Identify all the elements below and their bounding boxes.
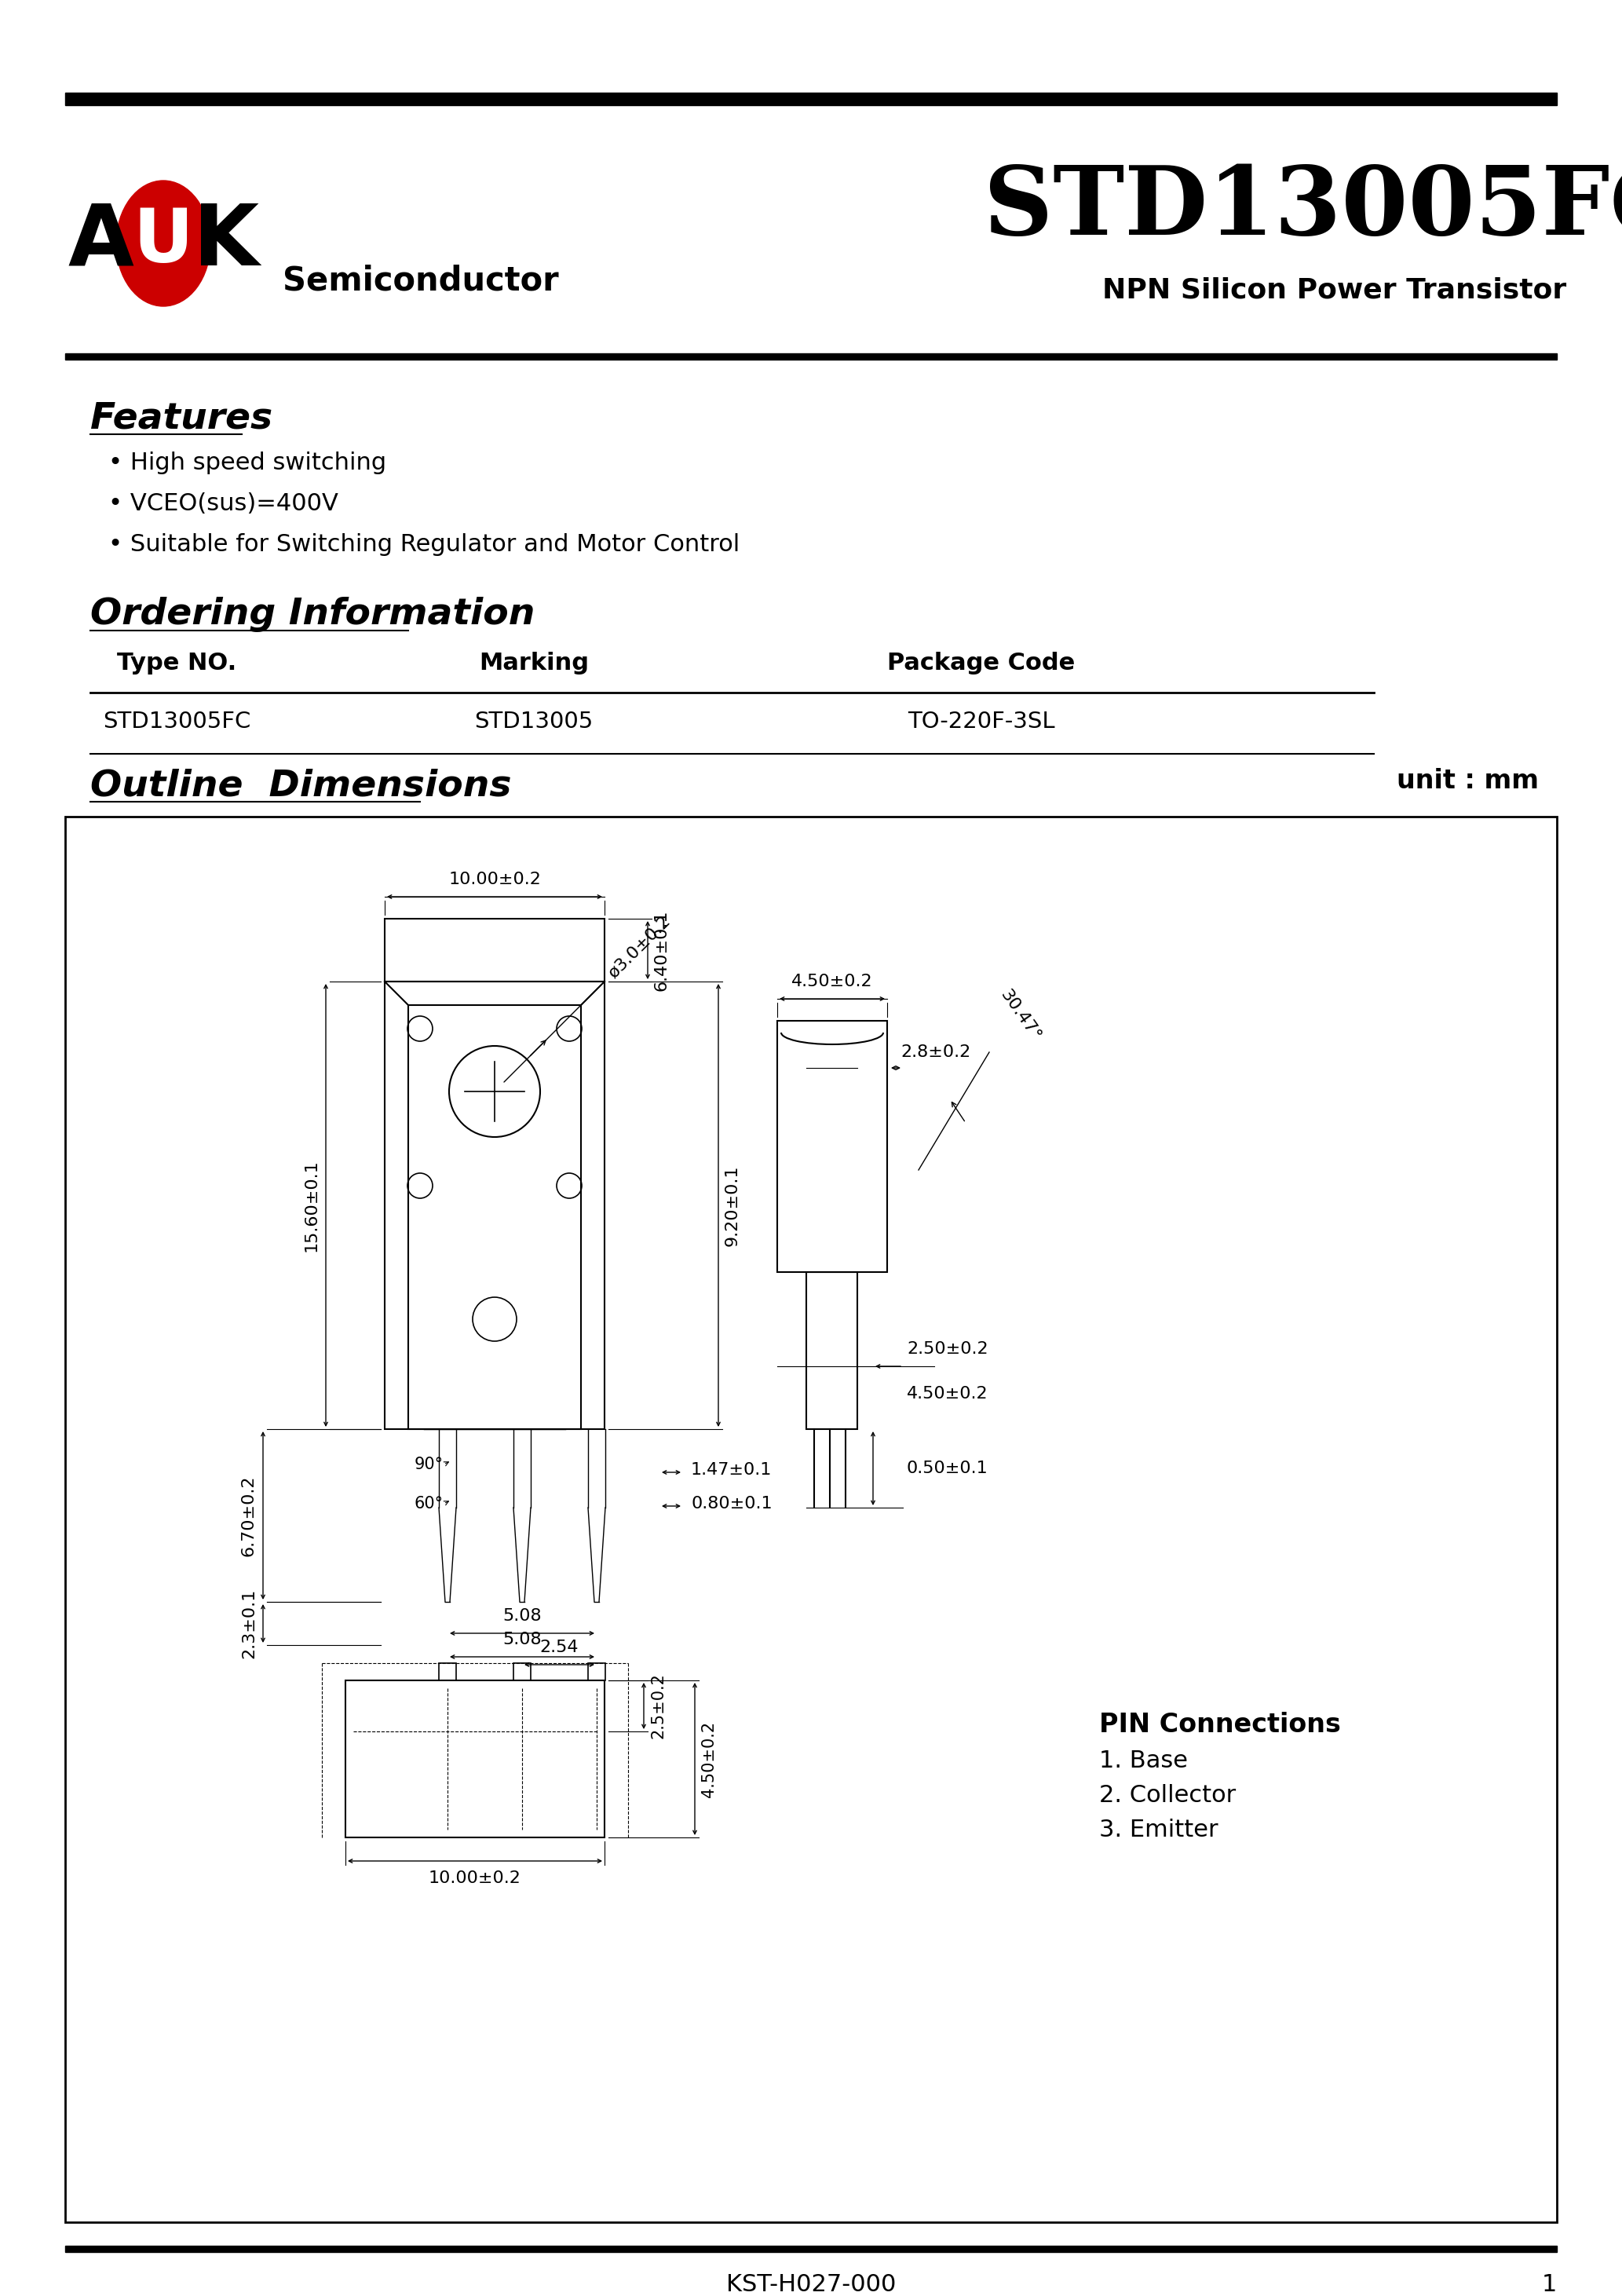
Bar — [589, 1662, 605, 1681]
Bar — [345, 1681, 605, 1837]
Bar — [777, 1022, 887, 1272]
Text: 2.3±0.1: 2.3±0.1 — [242, 1589, 256, 1658]
Text: STD13005FC: STD13005FC — [983, 161, 1622, 255]
Text: 4.50±0.2: 4.50±0.2 — [792, 974, 873, 990]
Text: Semiconductor: Semiconductor — [282, 264, 558, 298]
Bar — [440, 1662, 456, 1681]
Bar — [65, 2245, 1557, 2252]
Text: 2.5±0.2: 2.5±0.2 — [650, 1674, 665, 1738]
Bar — [65, 92, 1557, 106]
Text: 30.47°: 30.47° — [998, 987, 1043, 1045]
Text: 2. Collector: 2. Collector — [1100, 1784, 1236, 1807]
Text: 0.80±0.1: 0.80±0.1 — [691, 1497, 772, 1511]
Text: 2.50±0.2: 2.50±0.2 — [907, 1341, 988, 1357]
Text: 10.00±0.2: 10.00±0.2 — [428, 1871, 521, 1885]
Text: Marking: Marking — [478, 652, 589, 675]
Text: Package Code: Package Code — [887, 652, 1075, 675]
Bar — [384, 918, 605, 980]
Text: ø3.0±0.2: ø3.0±0.2 — [605, 914, 673, 980]
Text: 4.50±0.2: 4.50±0.2 — [701, 1720, 717, 1798]
Bar — [65, 354, 1557, 360]
Bar — [65, 817, 1557, 2223]
Text: • VCEO(sus)=400V: • VCEO(sus)=400V — [109, 491, 339, 514]
Bar — [409, 1006, 581, 1428]
Text: 5.08: 5.08 — [503, 1607, 542, 1623]
Text: Ordering Information: Ordering Information — [91, 597, 535, 631]
Text: 5.08: 5.08 — [503, 1632, 542, 1649]
Text: Features: Features — [91, 400, 272, 436]
Text: 10.00±0.2: 10.00±0.2 — [448, 872, 540, 886]
Text: U: U — [133, 207, 193, 278]
Text: 2.54: 2.54 — [540, 1639, 579, 1655]
Text: PIN Connections: PIN Connections — [1100, 1713, 1341, 1738]
Text: 0.50±0.1: 0.50±0.1 — [907, 1460, 988, 1476]
Text: K: K — [193, 200, 260, 282]
Bar — [806, 1272, 858, 1428]
Text: STD13005: STD13005 — [475, 712, 594, 732]
Text: 6.40±0.1: 6.40±0.1 — [654, 909, 670, 992]
Text: STD13005FC: STD13005FC — [102, 712, 250, 732]
Text: A: A — [68, 200, 133, 282]
Text: 1.47±0.1: 1.47±0.1 — [691, 1463, 772, 1479]
Text: 3. Emitter: 3. Emitter — [1100, 1818, 1218, 1841]
Text: • High speed switching: • High speed switching — [109, 452, 386, 475]
Text: TO-220F-3SL: TO-220F-3SL — [908, 712, 1054, 732]
Text: 15.60±0.1: 15.60±0.1 — [303, 1159, 320, 1251]
Text: Outline  Dimensions: Outline Dimensions — [91, 767, 511, 804]
Text: • Suitable for Switching Regulator and Motor Control: • Suitable for Switching Regulator and M… — [109, 533, 740, 556]
Text: 90°: 90° — [415, 1456, 443, 1472]
Ellipse shape — [117, 181, 211, 305]
Bar — [514, 1662, 530, 1681]
Text: 1: 1 — [1541, 2273, 1557, 2296]
Text: 2.8±0.2: 2.8±0.2 — [900, 1045, 970, 1061]
Bar — [384, 980, 605, 1428]
Text: Type NO.: Type NO. — [117, 652, 237, 675]
Text: KST-H027-000: KST-H027-000 — [727, 2273, 895, 2296]
Text: 4.50±0.2: 4.50±0.2 — [907, 1387, 988, 1401]
Text: 1. Base: 1. Base — [1100, 1750, 1187, 1773]
Text: unit : mm: unit : mm — [1397, 767, 1539, 794]
Text: 60°: 60° — [415, 1497, 443, 1511]
Text: 9.20±0.1: 9.20±0.1 — [725, 1164, 740, 1247]
Text: 6.70±0.2: 6.70±0.2 — [242, 1474, 256, 1557]
Text: NPN Silicon Power Transistor: NPN Silicon Power Transistor — [1103, 278, 1567, 303]
